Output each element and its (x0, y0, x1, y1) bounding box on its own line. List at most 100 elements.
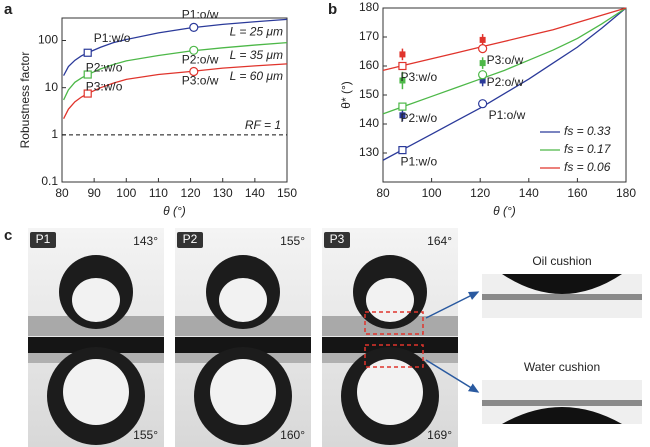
x-tick-label: 80 (55, 186, 69, 200)
marker-label: P2:o/w (487, 75, 524, 89)
marker (189, 66, 199, 77)
marker (189, 45, 199, 55)
inset-droplet (502, 407, 622, 424)
droplet-highlight (210, 359, 276, 425)
legend-label: fs = 0.06 (564, 160, 611, 174)
marker-label: P2:o/w (182, 52, 219, 66)
droplet-highlight (63, 359, 129, 425)
droplet-highlight (219, 278, 267, 322)
inset-label: Water cushion (524, 360, 600, 374)
top-angle: 143° (133, 234, 158, 248)
marker-label: P1:w/o (94, 31, 131, 45)
marker (398, 146, 407, 155)
y-tick-label: 1 (51, 127, 58, 141)
top-angle: 164° (427, 234, 452, 248)
bottom-angle: 169° (427, 428, 452, 442)
y-tick-label: 100 (38, 33, 58, 47)
y-tick-label: 10 (45, 80, 59, 94)
x-tick-label: 140 (519, 186, 539, 200)
y-tick-label: 170 (359, 29, 379, 43)
sample-tag (177, 232, 203, 248)
series-label: L = 25 μm (230, 25, 283, 39)
bottom-angle: 160° (280, 428, 305, 442)
marker (398, 61, 407, 71)
marker-label: P3:w/o (400, 70, 437, 84)
x-tick-label: 120 (181, 186, 201, 200)
x-tick-label: 140 (245, 186, 265, 200)
marker (83, 48, 92, 57)
sample-label: P1 (36, 232, 51, 246)
substrate (28, 337, 164, 353)
panel-label: a (4, 1, 13, 18)
marker (83, 70, 92, 79)
series-line (382, 7, 627, 71)
marker-label: P3:o/w (487, 53, 524, 67)
marker-label: P1:o/w (489, 108, 526, 122)
top-angle: 155° (280, 234, 305, 248)
marker-label: P2:w/o (86, 61, 123, 75)
measured-point (399, 51, 406, 58)
panel-label: b (328, 1, 337, 18)
x-tick-label: 150 (277, 186, 297, 200)
marker-label: P1:o/w (182, 8, 219, 22)
y-tick-label: 160 (359, 58, 379, 72)
x-axis-label: θ (°) (493, 204, 516, 218)
droplet-highlight (72, 278, 120, 322)
marker (398, 102, 407, 111)
droplet-highlight (366, 278, 414, 322)
legend-label: fs = 0.33 (564, 124, 611, 138)
measured-point (479, 77, 486, 84)
measured-point (399, 112, 406, 119)
series-line (63, 63, 288, 119)
sample-label: P3 (330, 232, 345, 246)
series-line (382, 7, 627, 161)
x-tick-label: 160 (567, 186, 587, 200)
x-tick-label: 80 (376, 186, 390, 200)
x-tick-label: 110 (149, 186, 168, 200)
inset-band (482, 400, 642, 406)
measured-point (479, 36, 486, 43)
marker (478, 70, 488, 80)
x-tick-label: 180 (616, 186, 636, 200)
sample-label: P2 (183, 232, 198, 246)
marker (478, 43, 488, 54)
x-tick-label: 120 (470, 186, 490, 200)
bottom-angle: 155° (133, 428, 158, 442)
y-tick-label: 0.1 (41, 174, 58, 188)
marker-label: P2:w/o (400, 111, 437, 125)
inset-droplet (502, 274, 622, 294)
highlight-box (364, 311, 424, 335)
y-tick-label: 180 (359, 0, 379, 14)
measured-point (479, 60, 486, 67)
series-label: L = 60 μm (230, 69, 283, 83)
substrate (175, 337, 311, 353)
panel-label: c (4, 227, 12, 244)
x-tick-label: 130 (213, 186, 233, 200)
inset-band (482, 294, 642, 300)
x-tick-label: 100 (422, 186, 442, 200)
measured-point (399, 77, 406, 84)
sample-tag (324, 232, 350, 248)
photo-panel: P1 143° 155° P2 155° 160° P3 164° 169° Oil cushio… (28, 228, 642, 447)
plot-frame (61, 17, 288, 183)
marker (83, 89, 92, 98)
arrow (425, 291, 480, 319)
x-tick-label: 90 (87, 186, 101, 200)
marker-label: P3:w/o (86, 80, 123, 94)
y-axis-label: Robustness factor (18, 52, 32, 149)
arrow (425, 359, 480, 393)
legend-label: fs = 0.17 (564, 142, 612, 156)
sample-tag (30, 232, 56, 248)
droplet-highlight (357, 359, 423, 425)
marker (189, 22, 199, 32)
series-line (63, 18, 288, 76)
marker-label: P3:o/w (182, 74, 219, 88)
y-tick-label: 130 (359, 145, 379, 159)
y-axis-label: θ* (°) (339, 81, 353, 108)
series-line (382, 7, 627, 115)
series-label: L = 35 μm (230, 48, 283, 62)
x-axis-label: θ (°) (163, 204, 186, 218)
inset-label: Oil cushion (532, 254, 591, 268)
reference-label: RF = 1 (245, 118, 281, 132)
